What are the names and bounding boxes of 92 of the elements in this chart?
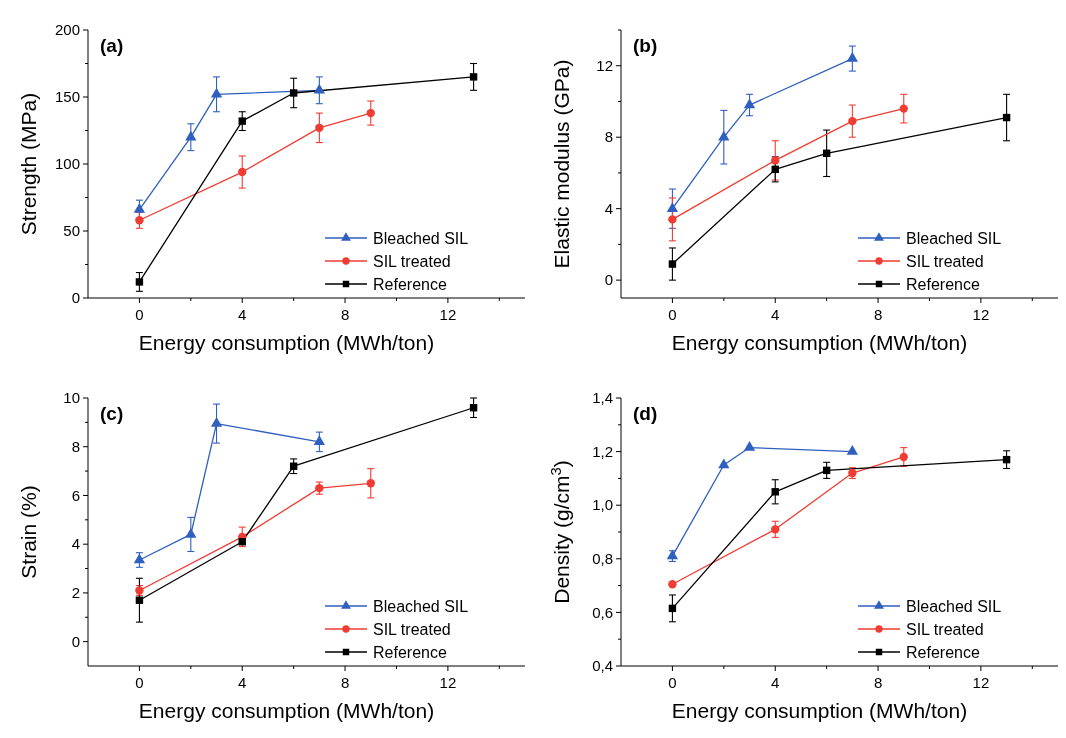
- y-tick-label: 1,4: [592, 389, 613, 407]
- annotation: (d): [633, 403, 658, 424]
- y-axis-title: Strength (MPa): [17, 92, 40, 236]
- point: [313, 83, 325, 94]
- point: [743, 98, 756, 109]
- annotation: (c): [100, 403, 124, 424]
- x-tick-label: 0: [135, 674, 144, 691]
- x-axis-title: Energy consumption (MWh/ton): [138, 331, 435, 354]
- point: [366, 479, 375, 488]
- x-tick-label: 4: [771, 306, 780, 323]
- y-tick-label: 0,8: [592, 550, 613, 568]
- point: [743, 441, 756, 451]
- x-tick-label: 0: [668, 674, 677, 691]
- y-tick-label: 1,2: [592, 442, 613, 460]
- legend-label: Reference: [373, 275, 447, 293]
- legend-label: Bleached SIL: [373, 597, 469, 615]
- point: [289, 89, 298, 97]
- x-tick-label: 8: [873, 674, 883, 691]
- x-tick-label: 0: [135, 306, 144, 323]
- point: [238, 167, 247, 177]
- x-tick-label: 12: [439, 674, 457, 691]
- legend-label: SIL treated: [906, 252, 984, 270]
- legend-label: Bleached SIL: [373, 229, 469, 247]
- point: [366, 108, 375, 118]
- x-tick-label: 0: [668, 306, 677, 323]
- y-tick-label: 2: [71, 584, 80, 602]
- y-tick-label: 200: [54, 21, 80, 39]
- y-axis-title: Strain (%): [17, 485, 40, 579]
- x-tick-label: 4: [238, 306, 247, 323]
- point: [718, 458, 730, 469]
- legend-label: Reference: [373, 643, 447, 661]
- point: [238, 117, 246, 125]
- legend-label: Bleached SIL: [906, 597, 1002, 615]
- point: [846, 52, 858, 62]
- point: [846, 445, 858, 455]
- y-tick-label: 6: [71, 486, 80, 504]
- point: [771, 156, 780, 165]
- point: [718, 130, 730, 141]
- y-tick-label: 0: [71, 289, 80, 307]
- point: [313, 435, 325, 446]
- legend-label: Reference: [906, 643, 980, 661]
- point: [210, 87, 223, 98]
- point: [210, 417, 223, 427]
- y-tick-label: 12: [596, 56, 613, 74]
- x-tick-label: 4: [771, 674, 780, 691]
- point: [185, 527, 197, 538]
- point: [899, 104, 908, 113]
- point: [315, 123, 324, 132]
- legend-label: SIL treated: [373, 620, 451, 638]
- x-axis-title: Energy consumption (MWh/ton): [138, 699, 435, 722]
- legend-label: SIL treated: [906, 620, 984, 638]
- y-tick-label: 50: [63, 222, 80, 240]
- point: [771, 525, 780, 534]
- point: [771, 488, 779, 496]
- x-tick-label: 8: [340, 306, 350, 323]
- y-tick-label: 0,6: [592, 603, 613, 621]
- y-tick-label: 100: [54, 155, 80, 173]
- legend-label: Bleached SIL: [906, 229, 1002, 247]
- x-tick-label: 4: [238, 674, 247, 691]
- x-tick-label: 12: [972, 306, 990, 323]
- x-tick-label: 8: [873, 306, 883, 323]
- y-tick-label: 4: [71, 535, 80, 553]
- y-tick-label: 150: [54, 88, 80, 106]
- annotation: (a): [100, 35, 124, 56]
- x-axis-title: Energy consumption (MWh/ton): [671, 331, 968, 354]
- point: [135, 216, 144, 225]
- point: [133, 553, 146, 564]
- y-tick-label: 4: [604, 199, 613, 217]
- point: [666, 202, 679, 212]
- y-axis-title: Elastic modulus (GPa): [550, 59, 573, 269]
- y-tick-label: 8: [71, 437, 80, 455]
- point: [848, 116, 857, 126]
- legend-label: SIL treated: [373, 252, 451, 270]
- x-tick-label: 12: [439, 306, 457, 323]
- point: [133, 203, 146, 213]
- x-axis-title: Energy consumption (MWh/ton): [671, 699, 968, 722]
- point: [668, 260, 677, 268]
- x-tick-label: 12: [972, 674, 990, 691]
- annotation: (b): [633, 35, 658, 56]
- point: [469, 73, 478, 81]
- point: [668, 215, 677, 224]
- point: [899, 452, 908, 462]
- y-tick-label: 0,4: [592, 657, 613, 675]
- point: [185, 130, 197, 141]
- y-tick-label: 10: [63, 389, 80, 407]
- y-tick-label: 0: [604, 271, 613, 289]
- x-tick-label: 8: [340, 674, 350, 691]
- point: [135, 278, 144, 286]
- y-tick-label: 0: [71, 632, 80, 650]
- y-tick-label: 8: [604, 128, 613, 146]
- legend-label: Reference: [906, 275, 980, 293]
- y-tick-label: 1,0: [592, 496, 613, 514]
